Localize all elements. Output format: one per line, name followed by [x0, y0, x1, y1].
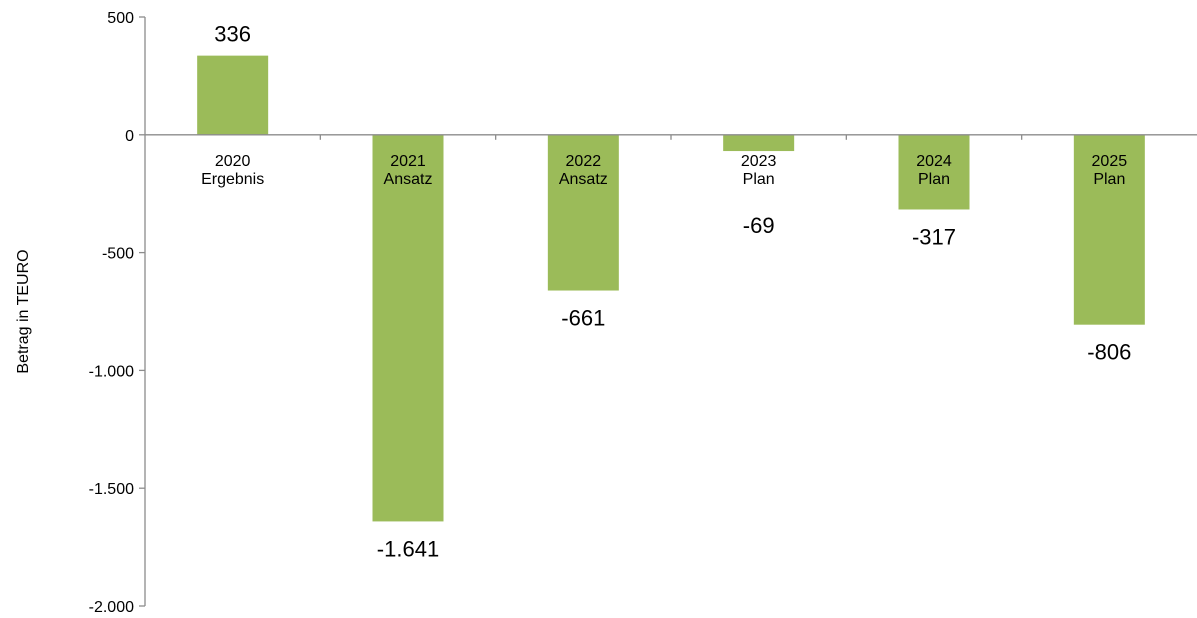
data-label: 336: [214, 22, 251, 47]
y-axis-title-group: Betrag in TEURO: [15, 249, 32, 373]
category-label: 2025: [1092, 153, 1128, 170]
category-label: Plan: [1093, 171, 1125, 188]
category-label: 2024: [916, 153, 952, 170]
data-label: -69: [743, 213, 775, 238]
data-label: -661: [561, 306, 605, 331]
category-label: 2021: [390, 153, 426, 170]
bar: [197, 55, 269, 135]
bar: [372, 134, 444, 522]
category-label: 2022: [566, 153, 602, 170]
category-labels: 2020Ergebnis2021Ansatz2022Ansatz2023Plan…: [201, 153, 1127, 188]
category-label: Ansatz: [559, 171, 608, 188]
category-label: Plan: [918, 171, 950, 188]
bar: [547, 134, 619, 291]
bars: [197, 55, 1145, 522]
y-axis-ticks: 500 0 -500 -1.000 -1.500 -2.000: [89, 10, 145, 616]
data-label: -317: [912, 224, 956, 249]
bar: [1073, 134, 1145, 325]
category-label: 2023: [741, 153, 777, 170]
category-label: Ergebnis: [201, 171, 264, 188]
y-tick-label: 500: [107, 10, 134, 27]
data-labels: 336 -1.641 -661 -69 -317 -806: [214, 22, 1131, 562]
y-axis-title: Betrag in TEURO: [15, 249, 32, 373]
y-tick-label: 0: [125, 128, 134, 145]
data-label: -1.641: [377, 536, 439, 561]
y-tick-label: -500: [102, 246, 134, 263]
category-label: Plan: [743, 171, 775, 188]
data-label: -806: [1087, 340, 1131, 365]
y-tick-label: -1.500: [89, 481, 134, 498]
category-label: Ansatz: [384, 171, 433, 188]
axes: [144, 17, 1197, 606]
y-tick-label: -2.000: [89, 599, 134, 616]
bar: [898, 134, 970, 210]
bar: [723, 134, 795, 152]
y-tick-label: -1.000: [89, 363, 134, 380]
category-label: 2020: [215, 153, 251, 170]
